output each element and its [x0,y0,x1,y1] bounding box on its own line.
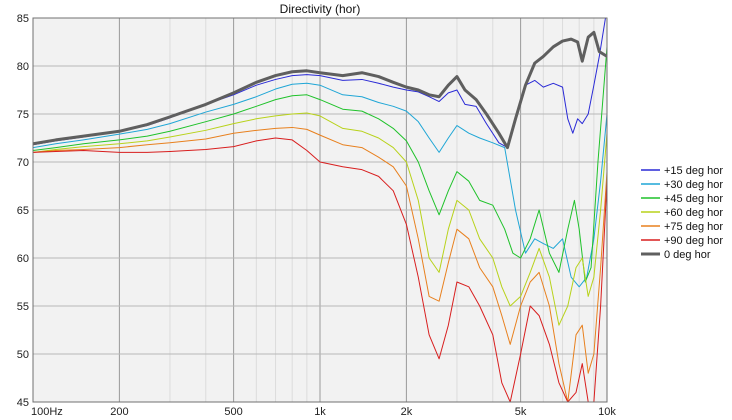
legend-label: +75 deg hor [664,221,723,233]
y-tick-label: 50 [17,349,29,361]
legend-label: +30 deg hor [664,179,723,191]
x-tick-label: 500 [224,406,242,418]
series-line-5 [33,137,607,402]
legend-label: +45 deg hor [664,193,723,205]
legend-label: +15 deg hor [664,165,723,177]
plot-frame [32,17,608,403]
x-tick-label: 1k [314,406,326,418]
y-axis-ticks: 45 50 55 60 65 70 75 80 85 [17,13,29,409]
x-tick-label: 5k [515,406,527,418]
legend-label: 0 deg hor [664,249,711,261]
legend-label: +90 deg hor [664,235,723,247]
legend-label: +60 deg hor [664,207,723,219]
y-tick-label: 65 [17,205,29,217]
x-tick-label: 10k [598,406,616,418]
y-tick-label: 85 [17,13,29,25]
plot-border [32,17,608,403]
y-tick-label: 75 [17,109,29,121]
series-line-1 [33,82,607,288]
chart-title: Directivity (hor) [280,2,361,16]
series-lines [33,18,607,402]
series-line-2 [33,46,607,283]
y-tick-label: 70 [17,157,29,169]
x-tick-label: 200 [110,406,128,418]
x-axis-ticks: 100Hz 200 500 1k 2k 5k 10k [31,406,616,418]
y-tick-label: 45 [17,397,29,409]
y-tick-label: 60 [17,253,29,265]
y-tick-label: 55 [17,301,29,313]
x-tick-label: 2k [401,406,413,418]
series-line-3 [33,112,607,326]
legend: +15 deg hor +30 deg hor +45 deg hor +60 deg… [641,165,723,261]
x-tick-label: 100Hz [31,406,63,418]
series-line-4 [33,126,607,402]
series-line-6 [33,30,607,150]
y-tick-label: 80 [17,61,29,73]
